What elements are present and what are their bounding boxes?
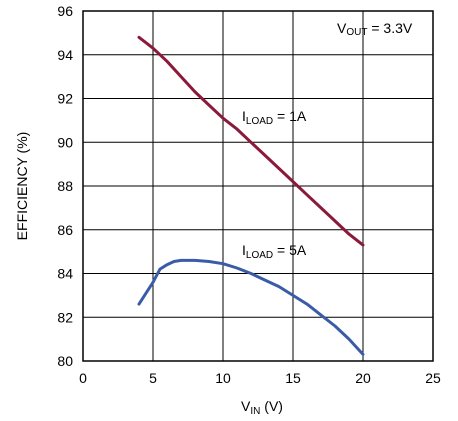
y-axis-label: EFFICIENCY (%) [14, 132, 30, 241]
series-label-5a-sub: LOAD [246, 250, 273, 261]
y-tick-label: 92 [57, 91, 73, 107]
y-tick-label: 86 [57, 222, 73, 238]
series-label-1a-sub: LOAD [246, 116, 273, 127]
series-group [137, 35, 365, 356]
y-tick-label: 96 [57, 3, 73, 19]
x-tick-label: 5 [149, 370, 157, 386]
y-tick-label: 88 [57, 178, 73, 194]
series-label-5a: ILOAD = 5A [242, 242, 307, 261]
plot-frame [82, 10, 434, 362]
vout-annotation-sub: OUT [346, 27, 367, 38]
x-axis-label: VIN (V) [241, 398, 283, 417]
series-line-5a [137, 258, 365, 356]
y-tick-label: 94 [57, 47, 73, 63]
series-line-1a [137, 35, 365, 247]
series-label-5a-suffix: = 5A [273, 242, 307, 258]
x-tick-label: 20 [355, 370, 371, 386]
grid [83, 11, 433, 361]
y-tick-label: 84 [57, 266, 73, 282]
x-axis-label-sub: IN [250, 406, 260, 417]
vout-annotation: VOUT = 3.3V [337, 20, 413, 38]
y-tick-label: 80 [57, 353, 73, 369]
x-tick-label: 10 [215, 370, 231, 386]
x-tick-label: 25 [425, 370, 441, 386]
vout-annotation-main: V [337, 20, 347, 36]
series-label-1a: ILOAD = 1A [242, 108, 307, 127]
y-tick-label: 82 [57, 309, 73, 325]
series-label-1a-main: I [242, 108, 246, 124]
x-axis-label-suffix: (V) [260, 398, 283, 414]
vout-annotation-suffix: = 3.3V [367, 20, 412, 36]
x-axis-label-main: V [241, 398, 251, 414]
series-label-1a-suffix: = 1A [273, 108, 307, 124]
tick-labels: 0 5 10 15 20 25 80 82 84 86 88 90 92 94 96 [57, 3, 441, 386]
y-tick-label: 90 [57, 134, 73, 150]
x-tick-label: 0 [79, 370, 87, 386]
series-label-5a-main: I [242, 242, 246, 258]
x-tick-label: 15 [285, 370, 301, 386]
